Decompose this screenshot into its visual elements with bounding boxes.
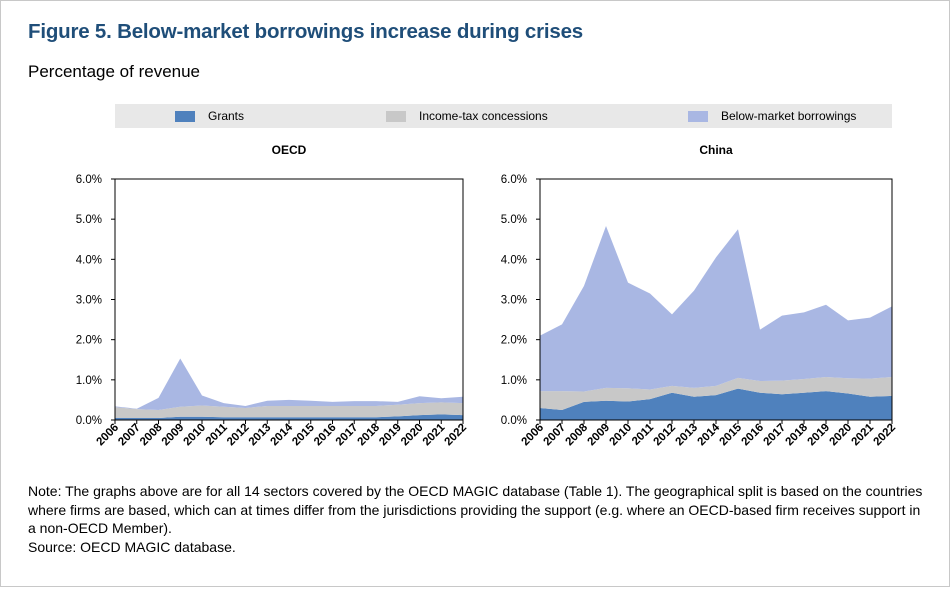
chart-oecd: OECD0.0%1.0%2.0%3.0%4.0%5.0%6.0%20062007… bbox=[76, 143, 469, 448]
y-tick-label-china: 5.0% bbox=[501, 214, 527, 226]
y-tick-label-oecd: 5.0% bbox=[76, 214, 102, 226]
figure-note-block: Note: The graphs above are for all 14 se… bbox=[28, 482, 928, 556]
x-tick-label-oecd: 2012 bbox=[225, 422, 252, 449]
y-tick-label-china: 4.0% bbox=[501, 254, 527, 266]
x-tick-label-oecd: 2020 bbox=[399, 422, 426, 449]
x-tick-label-oecd: 2008 bbox=[138, 421, 165, 448]
x-tick-label-china: 2009 bbox=[586, 422, 613, 449]
legend-swatch-income-tax bbox=[386, 110, 406, 122]
y-tick-label-china: 1.0% bbox=[501, 375, 527, 387]
x-tick-label-china: 2014 bbox=[696, 421, 723, 448]
x-tick-label-china: 2016 bbox=[740, 422, 767, 449]
x-tick-label-oecd: 2010 bbox=[182, 422, 209, 449]
x-tick-label-china: 2007 bbox=[542, 422, 569, 449]
legend-swatch-grants bbox=[175, 110, 195, 122]
x-tick-label-oecd: 2007 bbox=[116, 422, 143, 449]
y-tick-label-china: 0.0% bbox=[501, 415, 527, 427]
y-tick-label-oecd: 3.0% bbox=[76, 295, 102, 307]
x-tick-label-oecd: 2022 bbox=[443, 422, 470, 449]
chart-title-china: China bbox=[699, 143, 733, 157]
x-tick-label-oecd: 2017 bbox=[334, 422, 361, 449]
legend-item-grants: Grants bbox=[175, 104, 244, 128]
legend-swatch-below-market bbox=[688, 110, 708, 122]
x-tick-label-china: 2018 bbox=[784, 421, 811, 448]
y-tick-label-china: 3.0% bbox=[501, 295, 527, 307]
x-tick-label-china: 2008 bbox=[564, 421, 591, 448]
figure-title: Figure 5. Below-market borrowings increa… bbox=[28, 20, 583, 43]
y-tick-label-oecd: 4.0% bbox=[76, 254, 102, 266]
x-tick-label-china: 2013 bbox=[674, 422, 701, 449]
y-tick-label-oecd: 2.0% bbox=[76, 335, 102, 347]
x-tick-label-oecd: 2016 bbox=[312, 422, 339, 449]
area-income-tax-china bbox=[540, 377, 892, 410]
y-tick-label-oecd: 6.0% bbox=[76, 174, 102, 186]
x-tick-label-china: 2020 bbox=[828, 422, 855, 449]
x-tick-label-china: 2021 bbox=[850, 421, 877, 448]
y-tick-label-oecd: 0.0% bbox=[76, 415, 102, 427]
area-income-tax-oecd bbox=[115, 402, 463, 418]
legend-label-income-tax: Income-tax concessions bbox=[419, 109, 548, 123]
x-tick-label-oecd: 2011 bbox=[204, 421, 231, 448]
x-tick-label-china: 2011 bbox=[630, 421, 657, 448]
x-tick-label-china: 2012 bbox=[652, 422, 679, 449]
figure-subtitle: Percentage of revenue bbox=[28, 62, 201, 81]
area-below-market-oecd bbox=[115, 358, 463, 410]
x-tick-label-oecd: 2014 bbox=[269, 421, 296, 448]
y-tick-label-china: 6.0% bbox=[501, 174, 527, 186]
figure-source: Source: OECD MAGIC database. bbox=[28, 538, 236, 555]
charts-area: OECD0.0%1.0%2.0%3.0%4.0%5.0%6.0%20062007… bbox=[76, 143, 898, 448]
figure-note: Note: The graphs above are for all 14 se… bbox=[28, 483, 923, 536]
x-tick-label-oecd: 2021 bbox=[421, 421, 448, 448]
area-grants-china bbox=[540, 388, 892, 420]
x-tick-label-china: 2017 bbox=[762, 422, 789, 449]
legend-item-income-tax: Income-tax concessions bbox=[386, 104, 548, 128]
legend-label-grants: Grants bbox=[208, 109, 245, 123]
x-tick-label-oecd: 2015 bbox=[290, 421, 317, 448]
x-tick-label-china: 2010 bbox=[608, 422, 635, 449]
x-tick-label-china: 2022 bbox=[872, 422, 899, 449]
legend: Grants Income-tax concessions Below-mark… bbox=[115, 104, 892, 128]
legend-label-below-market: Below-market borrowings bbox=[721, 109, 857, 123]
x-tick-label-china: 2015 bbox=[718, 421, 745, 448]
y-tick-label-oecd: 1.0% bbox=[76, 375, 102, 387]
chart-china: China0.0%1.0%2.0%3.0%4.0%5.0%6.0%2006200… bbox=[501, 143, 898, 448]
x-tick-label-oecd: 2019 bbox=[377, 422, 404, 449]
x-tick-label-china: 2019 bbox=[806, 422, 833, 449]
x-tick-label-oecd: 2018 bbox=[356, 421, 383, 448]
legend-item-below-market: Below-market borrowings bbox=[688, 104, 856, 128]
y-tick-label-china: 2.0% bbox=[501, 335, 527, 347]
area-below-market-china bbox=[540, 226, 892, 392]
x-tick-label-oecd: 2013 bbox=[247, 422, 274, 449]
chart-title-oecd: OECD bbox=[272, 143, 307, 157]
x-tick-label-oecd: 2009 bbox=[160, 422, 187, 449]
